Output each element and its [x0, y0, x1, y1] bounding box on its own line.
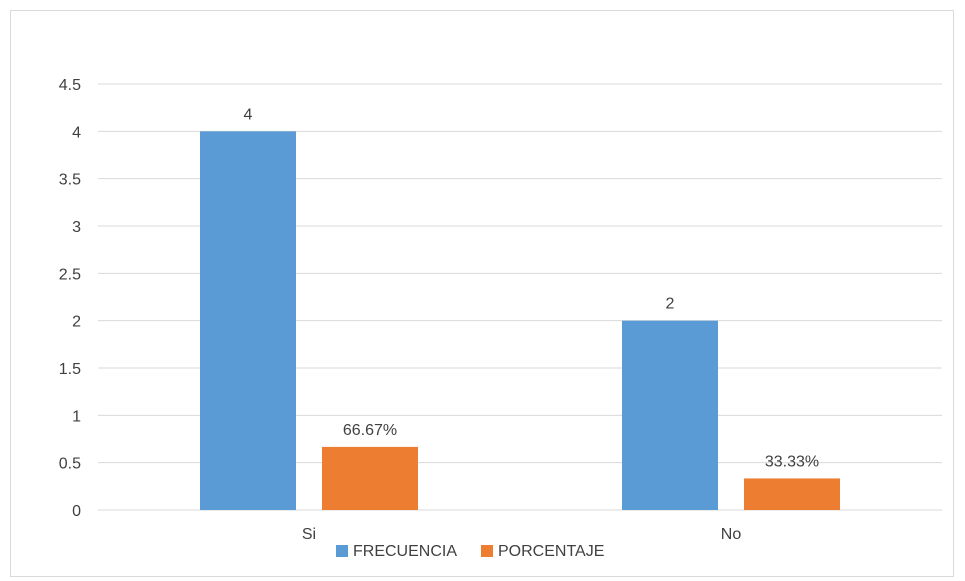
bar-frecuencia-no [622, 320, 718, 510]
data-label: 2 [666, 296, 675, 313]
y-tick-label: 0 [72, 503, 81, 520]
y-tick-label: 1 [72, 408, 81, 425]
y-tick-label: 1.5 [59, 361, 81, 378]
y-tick-label: 3.5 [59, 172, 81, 189]
legend-label: PORCENTAJE [498, 543, 604, 560]
bars [200, 131, 840, 510]
y-tick-label: 3 [72, 219, 81, 236]
legend-swatch-porcentaje [481, 545, 493, 557]
legend-label: FRECUENCIA [353, 543, 457, 560]
data-label: 33.33% [765, 453, 819, 470]
legend: FRECUENCIA PORCENTAJE [336, 543, 604, 560]
data-labels: 4 66.67% 2 33.33% [244, 106, 820, 470]
bar-chart: 0 0.5 1 1.5 2 2.5 3 3.5 4 4.5 4 66.67% 2 33.33% Si No… [59, 77, 942, 560]
x-tick-label: No [721, 526, 742, 543]
bar-frecuencia-si [200, 131, 296, 510]
y-tick-label: 0.5 [59, 456, 81, 473]
data-label: 4 [244, 106, 253, 123]
y-tick-label: 2.5 [59, 266, 81, 283]
y-tick-label: 4.5 [59, 77, 81, 94]
y-tick-label: 4 [72, 124, 81, 141]
bar-porcentaje-no [744, 478, 840, 510]
bar-porcentaje-si [322, 446, 418, 510]
x-tick-label: Si [302, 526, 316, 543]
y-tick-label: 2 [72, 314, 81, 331]
y-axis-tick-labels: 0 0.5 1 1.5 2 2.5 3 3.5 4 4.5 [59, 77, 81, 520]
chart-frame: 0 0.5 1 1.5 2 2.5 3 3.5 4 4.5 4 66.67% 2 33.33% Si No… [10, 10, 954, 577]
data-label: 66.67% [343, 422, 397, 439]
legend-swatch-frecuencia [336, 545, 348, 557]
x-axis-tick-labels: Si No [302, 526, 741, 543]
